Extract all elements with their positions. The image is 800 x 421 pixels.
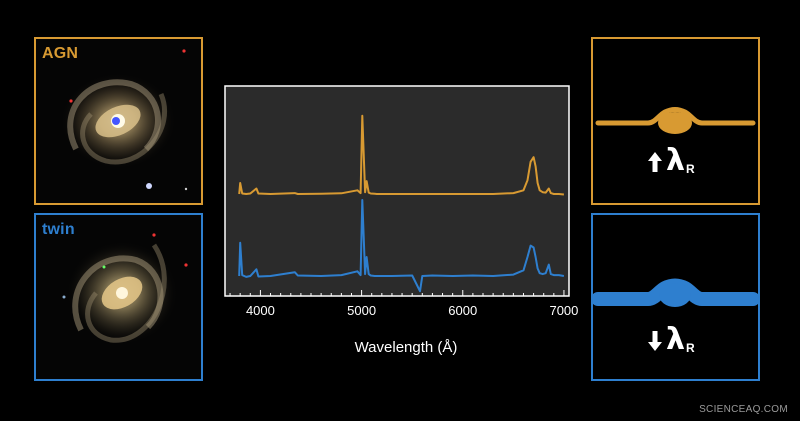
agn-lambda-indicator: λ R [648, 146, 695, 176]
plot-frame [224, 85, 570, 297]
series-line-twin [238, 199, 565, 293]
credit-text: SCIENCEAQ.COM [699, 404, 788, 415]
agn-galaxy-panel: AGN [34, 37, 203, 205]
agn-galaxy-image [36, 39, 201, 203]
lambda-subscript: R [685, 162, 695, 176]
spectrum-chart: 4000 5000 6000 7000 Wavelength (Å) [215, 80, 580, 365]
x-tick-label: 4000 [246, 303, 275, 318]
twin-line-profile [591, 278, 760, 307]
x-tick-label: 6000 [448, 303, 477, 318]
agn-label: AGN [42, 45, 79, 62]
x-axis-label: Wavelength (Å) [355, 339, 458, 356]
x-tick-label: 5000 [347, 303, 376, 318]
lambda-symbol: λ [666, 322, 685, 357]
lambda-symbol: λ [666, 143, 685, 178]
twin-lambda-indicator: λ R [648, 325, 695, 355]
twin-label: twin [42, 221, 75, 238]
down-arrow-icon [648, 331, 662, 351]
series-line-agn [238, 114, 564, 196]
agn-profile-panel: λ R [591, 37, 760, 205]
spectrum-plot: 4000 5000 6000 7000 Wavelength (Å) [224, 85, 578, 356]
lambda-subscript: R [685, 341, 695, 355]
x-tick-label: 7000 [549, 303, 578, 318]
agn-line-profile [595, 107, 756, 134]
twin-galaxy-image [36, 215, 201, 379]
twin-profile-panel: λ R [591, 213, 760, 381]
twin-galaxy-panel: twin [34, 213, 203, 381]
up-arrow-icon [648, 152, 662, 172]
